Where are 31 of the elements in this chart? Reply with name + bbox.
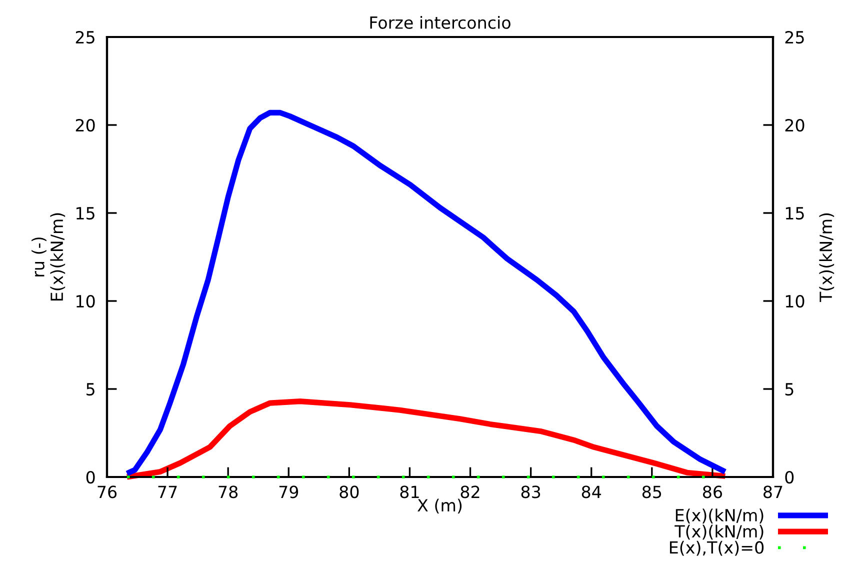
- legend-label: T(x)(kN/m): [674, 524, 764, 540]
- y-tick-label: 20: [76, 118, 95, 132]
- x-tick-label: 82: [460, 486, 480, 498]
- y2-tick-label: 0: [785, 470, 794, 484]
- y2-tick-label: 25: [785, 30, 804, 44]
- y2-tick-label: 15: [786, 207, 804, 220]
- legend-label: E(x),T(x)=0: [670, 540, 764, 556]
- y-tick-label: 15: [76, 207, 94, 220]
- x-tick-label: 81: [400, 486, 419, 498]
- x-tick-label: 87: [764, 486, 782, 498]
- x-tick-label: 80: [340, 486, 359, 498]
- y-tick-label: 25: [76, 30, 94, 44]
- y-tick-label: 0: [86, 470, 95, 484]
- y2-tick-label: 5: [785, 383, 794, 396]
- x-axis-title: X (m): [418, 498, 462, 514]
- y-tick-label: 10: [76, 294, 95, 308]
- x-tick-label: 79: [279, 486, 298, 498]
- legend-label: E(x)(kN/m): [676, 508, 764, 524]
- y-axis-title: ru (-) E(x)(kN/m): [32, 213, 66, 301]
- y2-tick-label: 20: [785, 118, 804, 132]
- y-tick-label: 5: [86, 383, 94, 396]
- y2-tick-label: 10: [786, 294, 804, 308]
- chart-title: Forze interconcio: [370, 16, 510, 29]
- x-tick-label: 78: [218, 486, 238, 498]
- x-tick-label: 84: [582, 486, 602, 498]
- x-tick-label: 76: [98, 486, 117, 498]
- x-tick-label: 83: [521, 486, 540, 498]
- y2-axis-title: T(x)(kN/m): [819, 213, 834, 302]
- x-tick-label: 85: [642, 486, 662, 498]
- x-tick-label: 86: [702, 486, 722, 498]
- x-tick-label: 77: [158, 486, 177, 498]
